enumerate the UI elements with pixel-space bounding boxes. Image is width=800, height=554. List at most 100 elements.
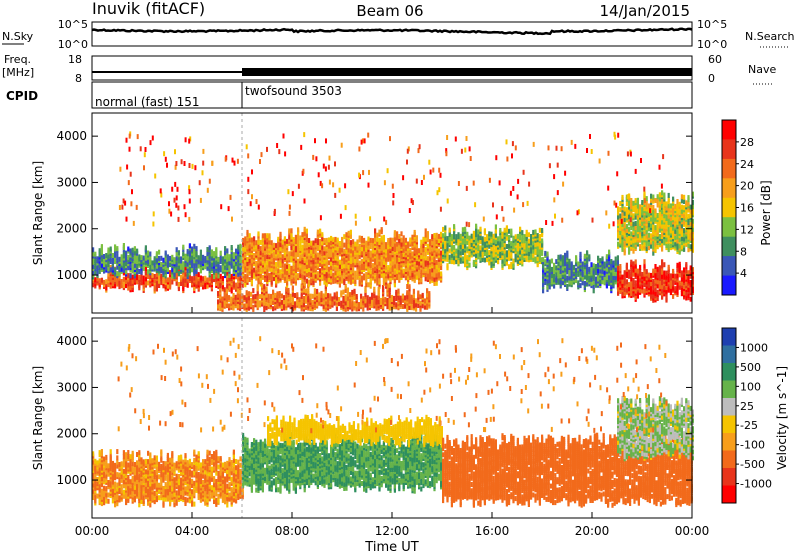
heatmap-cell (338, 270, 341, 276)
heatmap-cell (219, 254, 222, 260)
heatmap-cell (107, 247, 110, 253)
heatmap-cell (369, 250, 372, 256)
heatmap-cell (444, 248, 447, 254)
heatmap-cell (628, 245, 631, 251)
heatmap-cell (166, 277, 169, 283)
heatmap-cell (116, 264, 119, 270)
heatmap-cell (133, 250, 136, 256)
heatmap-cell (645, 204, 648, 210)
heatmap-cell (564, 257, 567, 262)
heatmap-cell (155, 263, 158, 269)
heatmap-cell (109, 256, 112, 262)
heatmap-cell (534, 256, 537, 262)
heatmap-cell (316, 240, 319, 245)
heatmap-cell (364, 285, 367, 291)
heatmap-cell (656, 194, 659, 200)
heatmap-cell (472, 234, 475, 240)
heatmap-cell (475, 238, 478, 244)
heatmap-cell (636, 233, 639, 239)
heatmap-cell (481, 236, 484, 242)
heatmap-cell (408, 284, 411, 290)
heatmap-cell (184, 271, 187, 277)
heatmap-cell (323, 246, 326, 252)
heatmap-cell (258, 300, 261, 306)
heatmap-cell (464, 237, 467, 243)
heatmap-cell (305, 257, 308, 263)
heatmap-cell (650, 193, 653, 199)
heatmap-cell (303, 255, 306, 261)
heatmap-cell (173, 267, 176, 273)
heatmap-cell (661, 259, 664, 265)
heatmap-cell (125, 250, 128, 256)
heatmap-cell (477, 229, 480, 235)
heatmap-cell (109, 267, 112, 273)
heatmap-cell (530, 234, 533, 239)
heatmap-cell (96, 270, 99, 276)
heatmap-cell (656, 225, 659, 231)
heatmap-cell (393, 295, 396, 301)
heatmap-cell (636, 281, 639, 287)
heatmap-cell (492, 250, 495, 256)
heatmap-cell (647, 241, 650, 246)
heatmap-cell (325, 252, 328, 258)
heatmap-cell (586, 264, 589, 270)
heatmap-cell (239, 256, 242, 262)
heatmap-cell (683, 267, 686, 273)
heatmap-cell (516, 258, 519, 264)
heatmap-cell (219, 250, 222, 256)
heatmap-cell (235, 272, 238, 278)
heatmap-cell (365, 271, 368, 277)
heatmap-cell (376, 276, 379, 282)
heatmap-cell (647, 222, 650, 228)
heatmap-cell (446, 263, 449, 269)
heatmap-cell (647, 216, 650, 221)
heatmap-cell (297, 235, 300, 241)
freq-left-tick-bottom: 8 (75, 72, 82, 85)
heatmap-cell (255, 244, 258, 250)
heatmap-cell (294, 293, 297, 298)
heatmap-cell (343, 267, 346, 273)
heatmap-cell (259, 239, 262, 245)
heatmap-cell (415, 247, 418, 253)
heatmap-cell (619, 201, 622, 206)
heatmap-cell (142, 275, 145, 281)
heatmap-cell (411, 234, 414, 240)
heatmap-cell (290, 255, 293, 261)
heatmap-cell (652, 209, 655, 215)
heatmap-cell (98, 248, 101, 254)
heatmap-cell (497, 240, 500, 246)
heatmap-cell (634, 280, 637, 286)
heatmap-cell (490, 262, 493, 268)
heatmap-cell (371, 292, 374, 298)
heatmap-cell (255, 269, 258, 275)
heatmap-cell (250, 279, 253, 285)
heatmap-cell (322, 293, 325, 299)
heatmap-cell (319, 268, 322, 274)
heatmap-cell (647, 226, 650, 232)
heatmap-cell (433, 264, 436, 270)
heatmap-cell (308, 279, 311, 285)
heatmap-cell (674, 235, 677, 241)
heatmap-cell (404, 237, 407, 243)
heatmap-cell (373, 286, 376, 292)
heatmap-cell (634, 284, 637, 290)
heatmap-cell (488, 250, 491, 255)
heatmap-cell (519, 235, 522, 240)
heatmap-cell (623, 217, 626, 222)
heatmap-cell (429, 239, 432, 245)
heatmap-cell (309, 297, 312, 303)
heatmap-cell (437, 261, 440, 266)
heatmap-cell (261, 282, 264, 288)
heatmap-cell (378, 273, 381, 279)
heatmap-cell (321, 273, 324, 279)
heatmap-cell (272, 306, 275, 312)
heatmap-cell (367, 261, 370, 267)
heatmap-cell (619, 234, 622, 240)
heatmap-cell (572, 264, 575, 270)
heatmap-cell (268, 272, 271, 278)
heatmap-cell (399, 295, 402, 301)
heatmap-cell (114, 244, 117, 250)
freq-left-label-1: Freq. (4, 53, 31, 66)
heatmap-cell (410, 305, 413, 311)
heatmap-cell (652, 268, 655, 274)
